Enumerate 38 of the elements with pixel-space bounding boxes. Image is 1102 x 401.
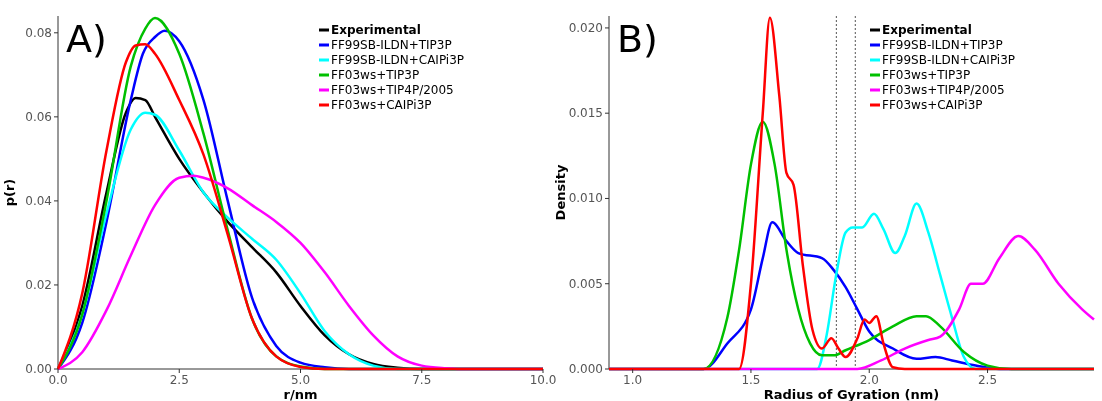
line-series [607, 16, 1096, 371]
y-axis-title: Density [553, 164, 568, 221]
y-tick-label: 0.02 [25, 277, 52, 292]
y-tick-label: 0.015 [568, 106, 603, 121]
x-tick-label: 2.0 [859, 373, 879, 387]
legend-label: Experimental [331, 23, 421, 37]
y-tick-label: 0.06 [25, 109, 52, 124]
legend-label: FF03ws+CAIPi3P [882, 98, 983, 112]
y-tick-label: 0.005 [568, 276, 603, 291]
y-axis-title: p(r) [2, 178, 17, 207]
x-tick-label: 1.0 [623, 373, 643, 387]
y-tick-label: 0.020 [568, 20, 603, 35]
annotation: A) [66, 17, 107, 61]
x-tick-label: 2.5 [977, 373, 998, 387]
y-tick-label: 0.08 [25, 25, 52, 40]
x-axis-title: r/nm [283, 387, 318, 401]
x-tick-label: 7.5 [412, 373, 432, 387]
legend-label: FF03ws+TIP4P/2005 [331, 83, 454, 97]
x-tick-label: 2.5 [169, 373, 189, 387]
legend-label: FF03ws+TIP3P [331, 68, 420, 82]
x-axis-title: Radius of Gyration (nm) [763, 387, 940, 401]
x-tick-label: 1.5 [741, 373, 761, 387]
legend-label: FF99SB-ILDN+TIP3P [882, 38, 1003, 52]
annotation: B) [617, 17, 658, 61]
legend-label: FF99SB-ILDN+CAIPi3P [882, 53, 1016, 67]
y-tick-label: 0.010 [568, 191, 603, 206]
legend-label: Experimental [882, 23, 972, 37]
legend-label: FF99SB-ILDN+CAIPi3P [331, 53, 465, 67]
y-tick-label: 0.04 [25, 193, 52, 208]
y-tick-label: 0.00 [25, 362, 52, 376]
legend-label: FF03ws+TIP3P [882, 68, 971, 82]
x-tick-label: 0.0 [48, 373, 68, 387]
y-tick-label: 0.000 [568, 362, 603, 376]
x-tick-label: 5.0 [290, 373, 311, 387]
legend-label: FF99SB-ILDN+TIP3P [331, 38, 452, 52]
x-tick-label: 10.0 [529, 373, 557, 387]
legend-label: FF03ws+TIP4P/2005 [882, 83, 1005, 97]
legend-label: FF03ws+CAIPi3P [331, 98, 432, 112]
